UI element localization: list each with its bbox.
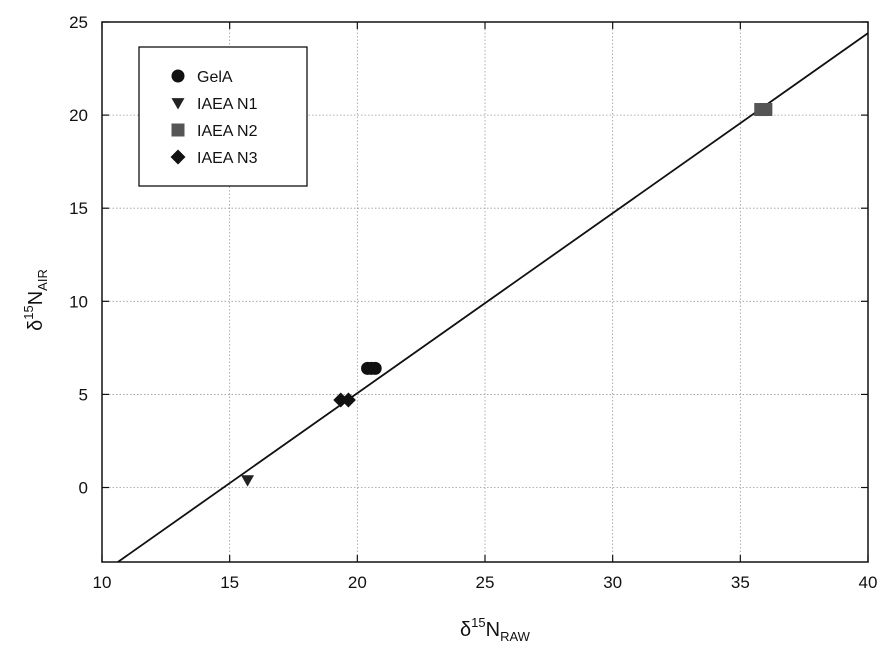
legend-marker-triangle-down <box>171 98 185 110</box>
x-axis-symbol: δ <box>460 619 471 641</box>
x-axis-sup: 15 <box>471 615 485 630</box>
y-axis-title: δ15NAIR <box>21 269 50 331</box>
legend-marker-square <box>171 123 185 137</box>
data-point-diamond <box>333 392 349 408</box>
y-axis-symbol: δ <box>25 320 47 331</box>
legend-label: IAEA N2 <box>197 123 258 140</box>
y-tick-label: 10 <box>69 292 88 311</box>
y-tick-label: 5 <box>79 385 88 404</box>
legend-box <box>138 46 308 187</box>
fit-line-layer <box>116 32 868 562</box>
data-point-square <box>759 103 773 117</box>
legend-label: IAEA N3 <box>197 150 258 167</box>
y-tick-label: 25 <box>69 13 88 32</box>
y-axis-sub: AIR <box>35 269 50 291</box>
data-point-triangle-down <box>241 475 255 487</box>
data-point-diamond <box>340 392 356 408</box>
x-axis-title: δ15NRAW <box>460 615 531 644</box>
data-points <box>241 103 773 487</box>
legend-marker-circle <box>171 69 185 83</box>
legend-label: GelA <box>197 69 233 86</box>
axis-ticks: 10 15 20 25 30 35 40 0 5 10 15 20 25 <box>69 13 877 592</box>
legend-marker-diamond <box>170 149 186 165</box>
fit-line <box>116 32 868 562</box>
y-tick-label: 20 <box>69 106 88 125</box>
y-tick-label: 15 <box>69 199 88 218</box>
x-axis-sub: RAW <box>500 629 531 644</box>
x-tick-label: 30 <box>603 573 622 592</box>
y-axis-base: N <box>25 291 47 305</box>
legend: GelA IAEA N1 IAEA N2 IAEA N3 <box>138 46 308 187</box>
y-tick-label: 0 <box>79 479 88 498</box>
x-tick-label: 20 <box>348 573 367 592</box>
x-tick-label: 35 <box>731 573 750 592</box>
data-point-circle <box>368 361 382 375</box>
x-tick-label: 10 <box>93 573 112 592</box>
legend-label: IAEA N1 <box>197 96 258 113</box>
x-axis-base: N <box>486 619 500 641</box>
x-tick-label: 15 <box>220 573 239 592</box>
x-tick-label: 25 <box>476 573 495 592</box>
y-axis-sup: 15 <box>21 305 36 319</box>
x-tick-label: 40 <box>859 573 878 592</box>
